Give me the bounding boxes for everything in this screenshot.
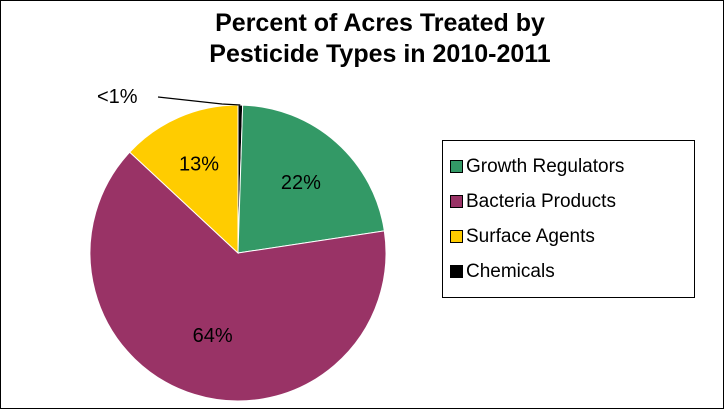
pie-slice-growth-regulators: [237, 104, 385, 254]
legend-swatch-growth-regulators: [450, 160, 463, 173]
legend-label-chemicals: Chemicals: [466, 260, 555, 282]
slice-label-chemicals: <1%: [97, 86, 138, 108]
legend-label-growth-regulators: Growth Regulators: [466, 155, 625, 177]
pie-slice-bacteria-products: [89, 151, 387, 402]
chart-title: Percent of Acres Treated by Pesticide Ty…: [150, 8, 610, 70]
slice-label-bacteria-products: 64%: [193, 325, 233, 347]
chart-title-line-1: Percent of Acres Treated by: [215, 9, 545, 37]
legend-label-bacteria-products: Bacteria Products: [466, 190, 616, 212]
slice-label-growth-regulators: 22%: [281, 172, 321, 194]
chart-title-line-2: Pesticide Types in 2010-2011: [209, 40, 551, 68]
legend-item-surface-agents: Surface Agents: [450, 219, 694, 254]
legend-swatch-chemicals: [450, 265, 463, 278]
legend-swatch-surface-agents: [450, 230, 463, 243]
legend-swatch-bacteria-products: [450, 195, 463, 208]
legend-item-chemicals: Chemicals: [450, 254, 694, 289]
slice-label-surface-agents: 13%: [179, 153, 219, 175]
legend-item-growth-regulators: Growth Regulators: [450, 149, 694, 184]
legend-item-bacteria-products: Bacteria Products: [450, 184, 694, 219]
pie-slice-surface-agents: [128, 104, 239, 255]
leader-line-chemicals: [157, 96, 241, 106]
legend-label-surface-agents: Surface Agents: [466, 225, 595, 247]
legend: Growth Regulators Bacteria Products Surfac…: [442, 140, 695, 298]
